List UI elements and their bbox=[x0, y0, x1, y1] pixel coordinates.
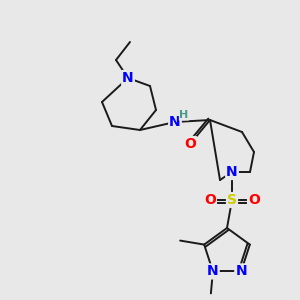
Text: N: N bbox=[169, 115, 181, 129]
Text: O: O bbox=[204, 193, 216, 207]
Text: N: N bbox=[226, 165, 238, 179]
Text: O: O bbox=[248, 193, 260, 207]
Text: N: N bbox=[207, 264, 219, 278]
Text: N: N bbox=[122, 71, 134, 85]
Text: S: S bbox=[227, 193, 237, 207]
Text: H: H bbox=[179, 110, 189, 120]
Text: O: O bbox=[184, 137, 196, 151]
Text: N: N bbox=[235, 264, 247, 278]
